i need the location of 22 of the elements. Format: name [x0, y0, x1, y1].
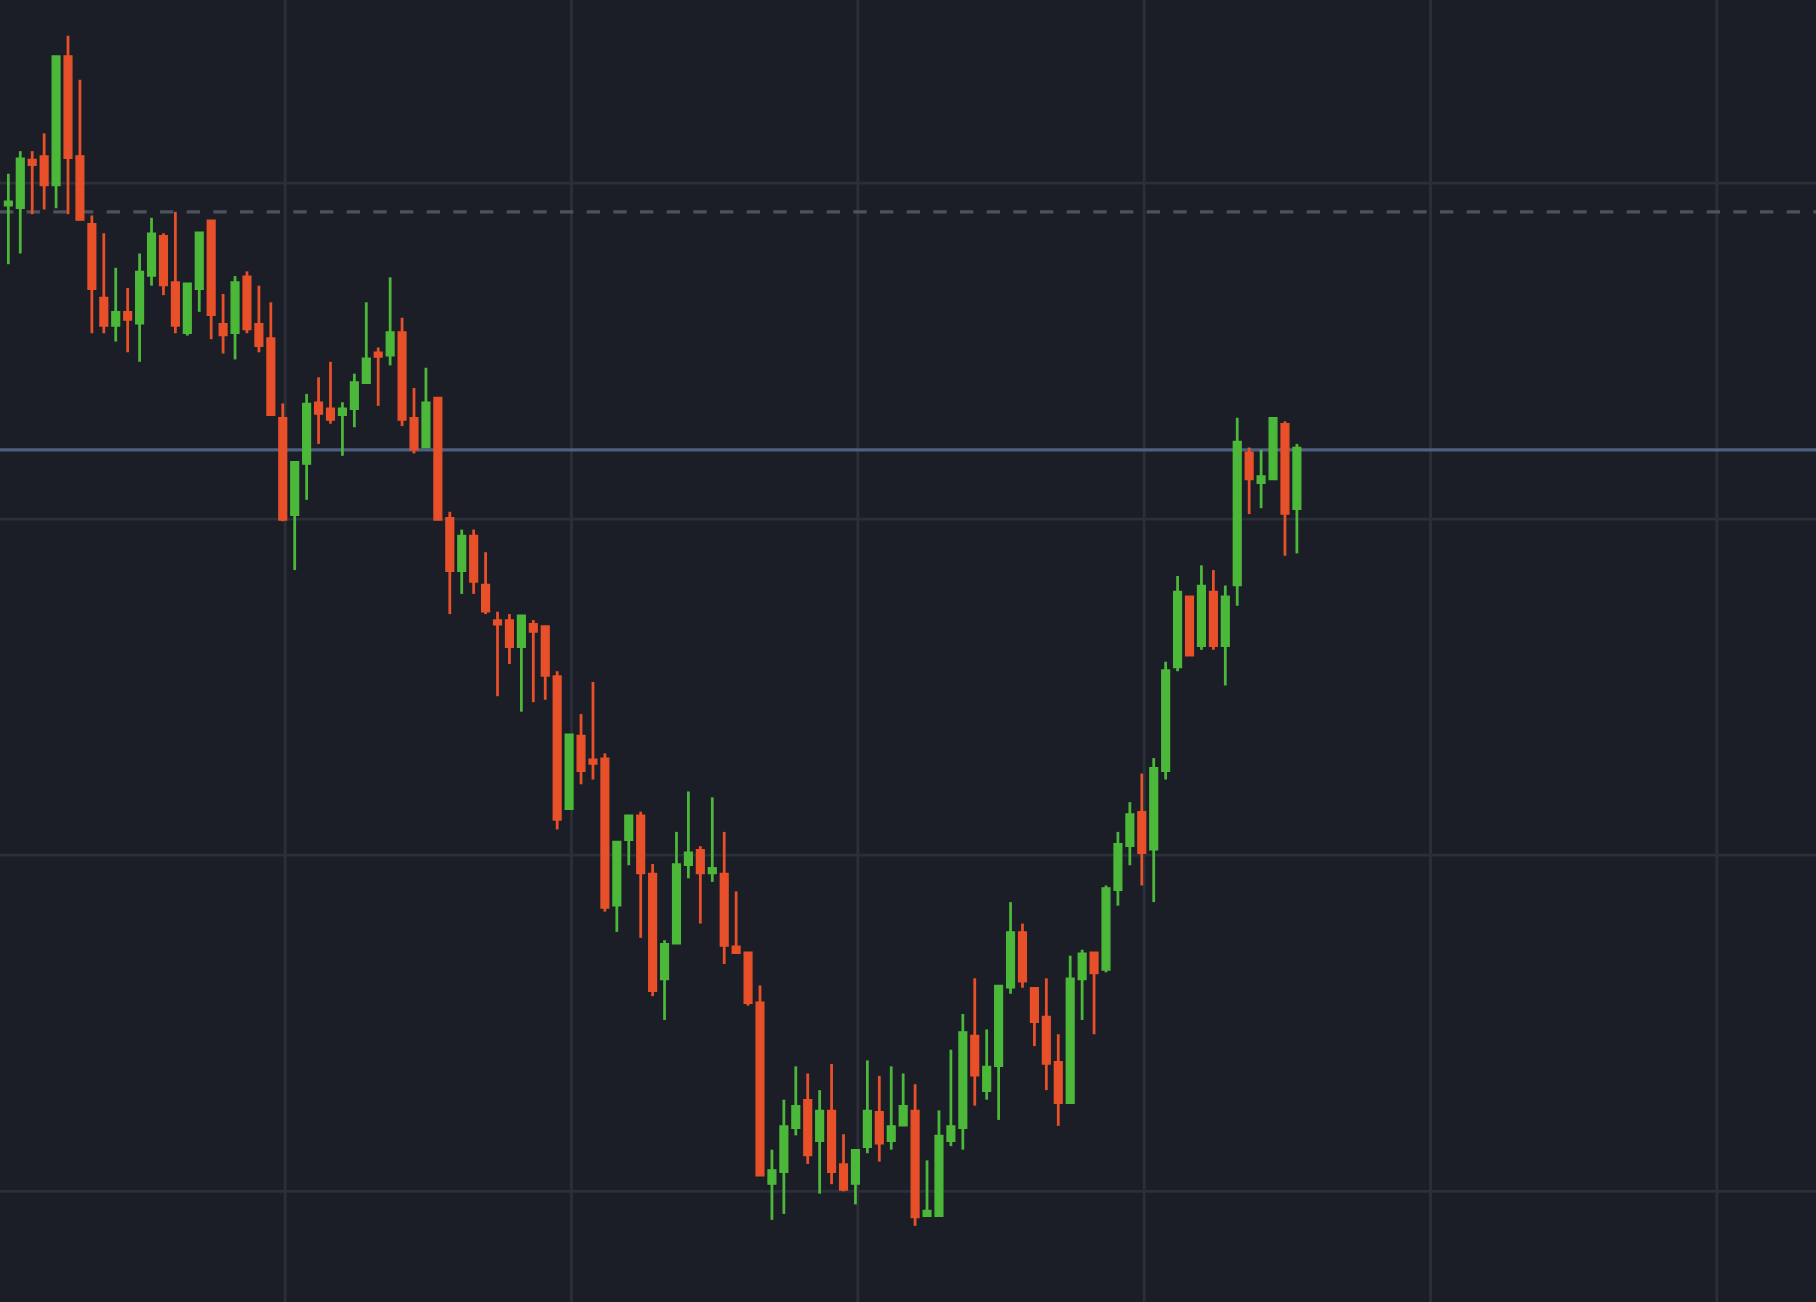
candlestick [707, 796, 717, 884]
candlestick [516, 613, 526, 714]
candlestick [457, 528, 467, 596]
candlestick [1137, 772, 1147, 887]
candlestick [815, 1088, 825, 1196]
candlestick [111, 266, 121, 343]
candlestick [1244, 446, 1254, 516]
candlestick [123, 286, 133, 354]
candlestick [862, 1059, 872, 1155]
candlestick [874, 1074, 884, 1163]
candlestick [421, 366, 431, 449]
candlestick [1089, 950, 1099, 1036]
candlestick [624, 813, 634, 867]
candlestick [695, 844, 705, 925]
candlestick [218, 292, 228, 355]
candlestick [970, 976, 980, 1108]
candlestick [99, 231, 109, 335]
candlestick [850, 1148, 861, 1206]
candlestick [373, 346, 383, 408]
candlestick [385, 275, 395, 367]
candlestick [469, 528, 479, 596]
candlestick [481, 550, 491, 616]
